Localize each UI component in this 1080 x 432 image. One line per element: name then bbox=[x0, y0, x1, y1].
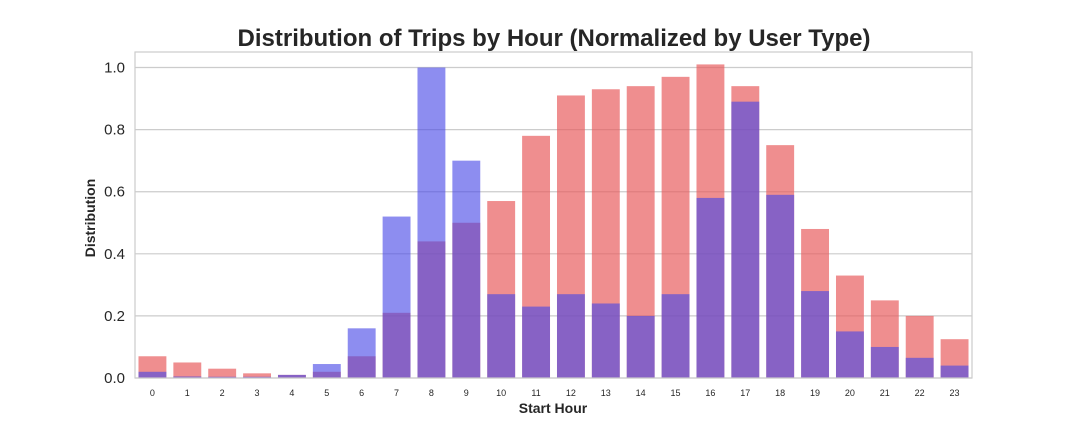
bars bbox=[138, 64, 969, 379]
y-tick-label: 0.2 bbox=[104, 308, 125, 325]
x-tick-label: 14 bbox=[636, 388, 646, 398]
x-tick-label: 16 bbox=[705, 388, 715, 398]
bar-series-1-hour-12 bbox=[556, 294, 585, 378]
bar-series-1-hour-7 bbox=[382, 216, 411, 378]
bar-series-1-hour-10 bbox=[487, 294, 516, 378]
x-tick-label: 17 bbox=[740, 388, 750, 398]
x-tick-label: 13 bbox=[601, 388, 611, 398]
y-tick-label: 0.8 bbox=[104, 122, 125, 139]
x-tick-label: 20 bbox=[845, 388, 855, 398]
bar-series-1-hour-21 bbox=[870, 346, 899, 378]
x-tick-label: 2 bbox=[220, 388, 225, 398]
x-tick-label: 15 bbox=[671, 388, 681, 398]
bar-series-1-hour-17 bbox=[731, 101, 760, 378]
x-tick-label: 6 bbox=[359, 388, 364, 398]
bar-series-1-hour-11 bbox=[522, 306, 551, 378]
bar-series-1-hour-22 bbox=[905, 357, 934, 378]
bar-series-1-hour-15 bbox=[661, 294, 690, 378]
bar-series-1-hour-3 bbox=[243, 376, 272, 378]
bar-series-1-hour-9 bbox=[452, 160, 481, 378]
x-tick-label: 4 bbox=[289, 388, 294, 398]
x-axis-label: Start Hour bbox=[519, 400, 588, 416]
x-tick-label: 21 bbox=[880, 388, 890, 398]
bar-series-0-hour-3 bbox=[243, 373, 272, 378]
y-tick-label: 0.4 bbox=[104, 246, 125, 263]
x-tick-label: 8 bbox=[429, 388, 434, 398]
bar-series-1-hour-23 bbox=[940, 365, 969, 378]
x-tick-label: 22 bbox=[915, 388, 925, 398]
bar-series-1-hour-13 bbox=[591, 303, 620, 378]
bar-series-1-hour-6 bbox=[347, 328, 376, 378]
bar-series-1-hour-18 bbox=[766, 194, 795, 378]
x-tick-label: 1 bbox=[185, 388, 190, 398]
y-axis-label: Distribution bbox=[82, 179, 98, 258]
x-tick-label: 23 bbox=[950, 388, 960, 398]
bar-series-1-hour-0 bbox=[138, 371, 167, 378]
y-tick-label: 0.0 bbox=[104, 370, 125, 387]
x-tick-label: 19 bbox=[810, 388, 820, 398]
x-tick-label: 5 bbox=[324, 388, 329, 398]
x-tick-label: 18 bbox=[775, 388, 785, 398]
bar-series-1-hour-19 bbox=[801, 291, 830, 378]
bar-series-1-hour-16 bbox=[696, 197, 725, 378]
y-axis-ticks: 0.0 0.2 0.4 0.6 0.8 1.0 bbox=[104, 60, 125, 387]
x-tick-label: 9 bbox=[464, 388, 469, 398]
bar-series-1-hour-20 bbox=[835, 331, 864, 378]
x-tick-label: 0 bbox=[150, 388, 155, 398]
bar-series-1-hour-14 bbox=[626, 315, 655, 378]
x-axis-ticks: 0 1 2 3 4 5 6 7 8 9 10 11 12 13 14 15 16 17 18 19 20 21 22 23 bbox=[150, 388, 960, 398]
bar-series-1-hour-5 bbox=[312, 364, 341, 378]
x-tick-label: 7 bbox=[394, 388, 399, 398]
plot-frame bbox=[134, 51, 973, 379]
bar-series-0-hour-1 bbox=[173, 362, 202, 378]
x-tick-label: 10 bbox=[496, 388, 506, 398]
bar-series-1-hour-8 bbox=[417, 67, 446, 379]
y-tick-label: 0.6 bbox=[104, 184, 125, 201]
bar-series-1-hour-1 bbox=[173, 376, 202, 378]
x-tick-label: 3 bbox=[255, 388, 260, 398]
chart-title: Distribution of Trips by Hour (Normalize… bbox=[238, 25, 871, 52]
x-tick-label: 12 bbox=[566, 388, 576, 398]
x-tick-label: 11 bbox=[531, 388, 540, 398]
bar-series-1-hour-2 bbox=[208, 376, 237, 378]
bar-series-1-hour-4 bbox=[277, 374, 306, 378]
bar-series-0-hour-2 bbox=[208, 368, 237, 378]
y-tick-label: 1.0 bbox=[104, 60, 125, 77]
